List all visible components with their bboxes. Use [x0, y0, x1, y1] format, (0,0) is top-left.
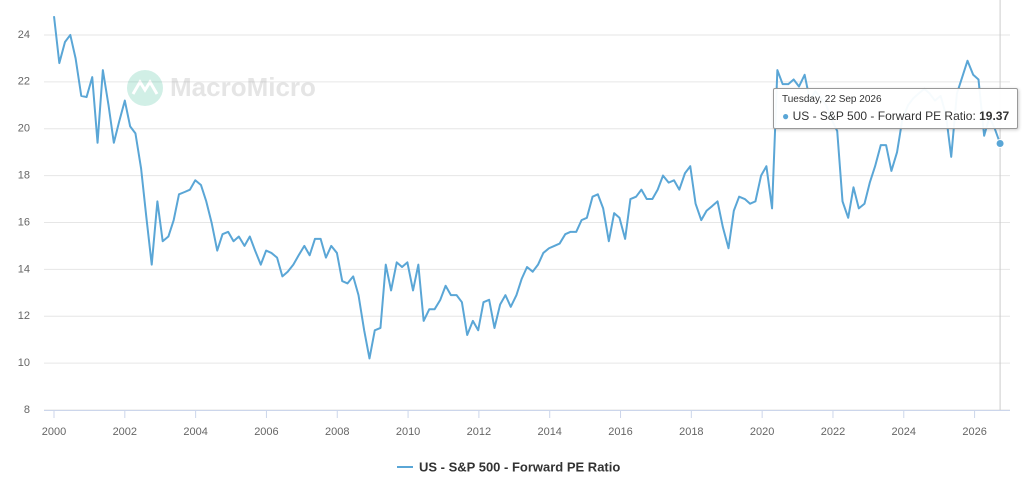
watermark-text: MacroMicro	[170, 72, 316, 102]
tooltip-row: ● US - S&P 500 - Forward PE Ratio19.37	[782, 109, 1009, 123]
x-tick-label: 2002	[113, 426, 137, 438]
hover-point	[995, 138, 1005, 148]
x-tick-label: 2010	[396, 426, 420, 438]
y-tick-label: 24	[18, 29, 30, 41]
x-tick-label: 2020	[750, 426, 774, 438]
tooltip-dot: ●	[782, 109, 790, 123]
x-tick-label: 2024	[892, 426, 916, 438]
x-tick-label: 2016	[608, 426, 632, 438]
tooltip-series: US - S&P 500 - Forward PE Ratio	[793, 109, 980, 123]
x-tick-label: 2018	[679, 426, 703, 438]
legend[interactable]: US - S&P 500 - Forward PE Ratio	[397, 459, 620, 474]
y-tick-label: 14	[18, 263, 30, 275]
tooltip-value: 19.37	[979, 109, 1010, 123]
series-line	[53, 16, 1002, 360]
tooltip: Tuesday, 22 Sep 2026 ● US - S&P 500 - Fo…	[773, 88, 1019, 129]
tooltip-date: Tuesday, 22 Sep 2026	[782, 94, 882, 105]
x-tick-label: 2026	[962, 426, 986, 438]
x-tick-label: 2004	[183, 426, 207, 438]
x-tick-label: 2000	[42, 426, 66, 438]
x-tick-label: 2022	[821, 426, 845, 438]
y-tick-label: 10	[18, 357, 30, 369]
x-tick-label: 2008	[325, 426, 349, 438]
legend-label[interactable]: US - S&P 500 - Forward PE Ratio	[419, 459, 620, 474]
watermark-icon	[127, 70, 163, 106]
y-tick-label: 16	[18, 216, 30, 228]
y-tick-label: 8	[24, 404, 30, 416]
y-tick-label: 20	[18, 123, 30, 135]
x-tick-label: 2012	[467, 426, 491, 438]
y-tick-label: 12	[18, 310, 30, 322]
watermark: MacroMicro	[127, 70, 316, 106]
x-tick-label: 2014	[537, 426, 561, 438]
watermark-icon-glyph	[131, 79, 159, 95]
y-tick-label: 22	[18, 76, 30, 88]
y-tick-label: 18	[18, 169, 30, 181]
x-tick-label: 2006	[254, 426, 278, 438]
